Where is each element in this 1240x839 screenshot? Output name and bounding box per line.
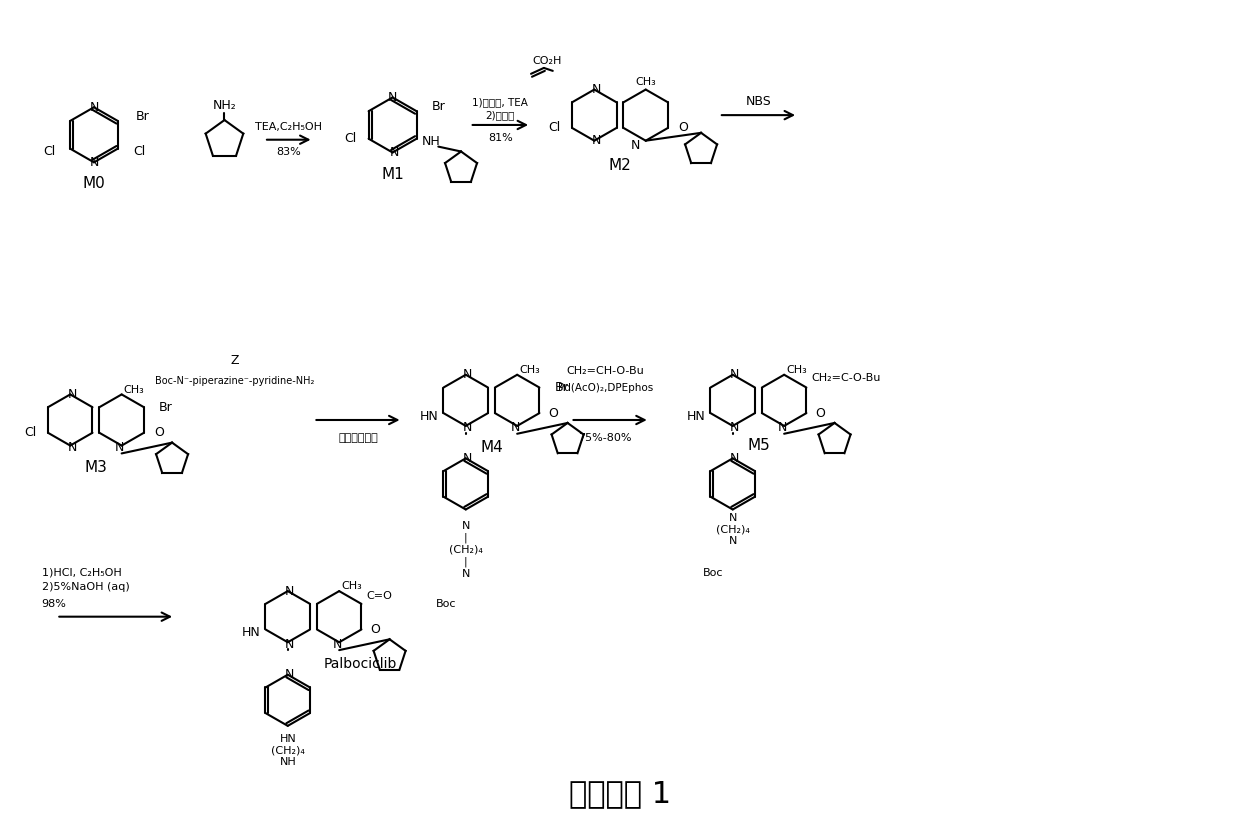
Text: 2)5%NaOH (aq): 2)5%NaOH (aq)	[42, 582, 129, 592]
Text: O: O	[371, 623, 381, 636]
Text: Cl: Cl	[345, 133, 357, 145]
Text: N: N	[67, 388, 77, 401]
Text: N: N	[89, 156, 99, 169]
Text: Cl: Cl	[133, 145, 145, 158]
Text: O: O	[548, 407, 558, 420]
Text: NH₂: NH₂	[212, 99, 237, 112]
Text: HN
(CH₂)₄
NH: HN (CH₂)₄ NH	[270, 734, 305, 767]
Text: N: N	[389, 146, 399, 159]
Text: Pd(AcO)₂,DPEphos: Pd(AcO)₂,DPEphos	[558, 383, 652, 393]
Text: M4: M4	[480, 440, 503, 455]
Text: Cl: Cl	[548, 122, 560, 134]
Text: Br: Br	[159, 401, 172, 414]
Text: HN: HN	[420, 409, 439, 423]
Text: Br: Br	[135, 110, 150, 122]
Text: M1: M1	[381, 167, 404, 181]
Text: CH₃: CH₃	[520, 365, 539, 375]
Text: N: N	[332, 638, 342, 651]
Text: N
|
(CH₂)₄
|
N: N | (CH₂)₄ | N	[449, 521, 482, 579]
Text: CH₃: CH₃	[786, 365, 807, 375]
Text: N: N	[388, 91, 397, 104]
Text: O: O	[816, 407, 825, 420]
Text: HN: HN	[242, 626, 260, 639]
Text: N: N	[730, 368, 739, 381]
Text: Boc: Boc	[703, 568, 723, 578]
Text: N: N	[777, 421, 787, 435]
Text: M3: M3	[84, 460, 108, 475]
Text: CO₂H: CO₂H	[532, 56, 562, 66]
Text: O: O	[678, 122, 688, 134]
Text: N: N	[463, 452, 472, 465]
Text: HN: HN	[687, 409, 706, 423]
Text: 75%-80%: 75%-80%	[578, 433, 632, 443]
Text: M5: M5	[746, 438, 770, 453]
Text: 2)乙酸酐: 2)乙酸酐	[486, 110, 515, 120]
Text: N: N	[463, 421, 472, 435]
Text: Br: Br	[554, 381, 568, 394]
Text: N: N	[285, 668, 294, 681]
Text: CH₃: CH₃	[635, 76, 656, 86]
Text: CH₂=C-O-Bu: CH₂=C-O-Bu	[811, 373, 880, 383]
Text: Cl: Cl	[24, 426, 36, 440]
Text: N: N	[591, 134, 601, 147]
Text: M0: M0	[83, 176, 105, 191]
Text: N: N	[89, 101, 99, 114]
Text: N
(CH₂)₄
N: N (CH₂)₄ N	[715, 513, 750, 545]
Text: N: N	[285, 638, 294, 651]
Text: N: N	[67, 441, 77, 454]
Text: N: N	[115, 441, 124, 454]
Text: N: N	[730, 452, 739, 465]
Text: Boc-N⁻-piperazine⁻-pyridine-NH₂: Boc-N⁻-piperazine⁻-pyridine-NH₂	[155, 376, 314, 386]
Text: TEA,C₂H₅OH: TEA,C₂H₅OH	[255, 122, 322, 132]
Text: N: N	[631, 139, 641, 152]
Text: CH₃: CH₃	[124, 384, 144, 394]
Text: Cl: Cl	[43, 145, 55, 158]
Text: 反应路线 1: 反应路线 1	[569, 779, 671, 808]
Text: N: N	[730, 421, 739, 435]
Text: 83%: 83%	[277, 148, 301, 158]
Text: N: N	[285, 585, 294, 597]
Text: NH: NH	[422, 135, 440, 149]
Text: 异丙基氯化镁: 异丙基氯化镁	[339, 433, 378, 443]
Text: N: N	[463, 368, 472, 381]
Text: 1)醋酸钯, TEA: 1)醋酸钯, TEA	[472, 97, 528, 107]
Text: Br: Br	[432, 100, 445, 112]
Text: 81%: 81%	[489, 133, 512, 143]
Text: M2: M2	[609, 158, 631, 173]
Text: O: O	[154, 426, 164, 440]
Text: Z: Z	[231, 355, 238, 367]
Text: CH₃: CH₃	[341, 581, 362, 591]
Text: NBS: NBS	[745, 95, 771, 108]
Text: CH₂=CH-O-Bu: CH₂=CH-O-Bu	[567, 366, 644, 376]
Text: Palbociclib: Palbociclib	[324, 657, 397, 671]
Text: N: N	[591, 83, 601, 96]
Text: N: N	[511, 421, 520, 435]
Text: 98%: 98%	[42, 599, 67, 609]
Text: Boc: Boc	[435, 599, 456, 609]
Text: 1)HCl, C₂H₅OH: 1)HCl, C₂H₅OH	[42, 567, 122, 577]
Text: C=O: C=O	[366, 591, 392, 601]
